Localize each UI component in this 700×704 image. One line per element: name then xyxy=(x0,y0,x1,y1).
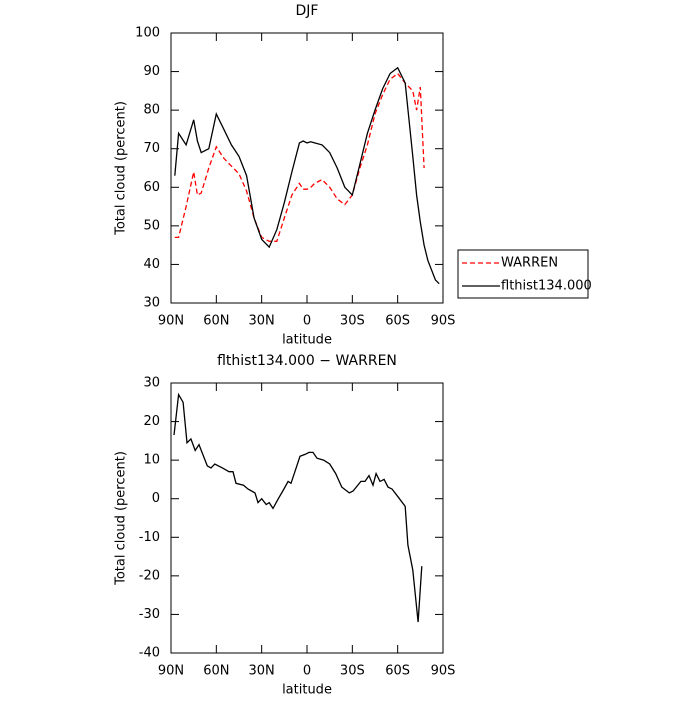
plot-frame xyxy=(170,32,444,304)
y-tick-label: 80 xyxy=(143,103,160,118)
y-tick-label: 90 xyxy=(143,64,160,79)
x-axis-label: latitude xyxy=(282,333,332,348)
chart-title: DJF xyxy=(296,3,319,19)
y-tick-label: 10 xyxy=(143,453,160,468)
y-tick-label: 70 xyxy=(143,141,160,156)
y-tick-label: -30 xyxy=(139,607,160,622)
x-tick-label: 30N xyxy=(249,664,275,679)
x-tick-label: 60N xyxy=(203,314,229,329)
x-tick-label: 60N xyxy=(203,664,229,679)
y-tick-label: 50 xyxy=(143,218,160,233)
legend-label: WARREN xyxy=(501,256,558,271)
chart-title: flthist134.000 − WARREN xyxy=(217,353,397,369)
x-tick-label: 60S xyxy=(385,664,410,679)
x-tick-label: 30N xyxy=(249,314,275,329)
y-tick-label: 0 xyxy=(152,491,160,506)
data-line xyxy=(174,66,440,285)
y-axis-label: Total cloud (percent) xyxy=(114,451,129,586)
x-tick-label: 60S xyxy=(385,314,410,329)
y-axis-label: Total cloud (percent) xyxy=(114,101,129,236)
data-line xyxy=(174,72,425,242)
x-tick-label: 90S xyxy=(431,664,456,679)
x-tick-label: 0 xyxy=(303,314,311,329)
y-tick-label: 60 xyxy=(143,180,160,195)
x-tick-label: 90S xyxy=(431,314,456,329)
y-tick-label: 30 xyxy=(143,376,160,391)
y-tick-label: -20 xyxy=(139,568,160,583)
y-tick-label: 20 xyxy=(143,414,160,429)
x-tick-label: 0 xyxy=(303,664,311,679)
x-tick-label: 90N xyxy=(158,664,184,679)
y-tick-label: 30 xyxy=(143,296,160,311)
x-tick-label: 30S xyxy=(340,314,365,329)
legend-label: flthist134.000 xyxy=(501,279,592,294)
legend-box xyxy=(457,249,589,299)
data-line xyxy=(173,392,423,623)
x-tick-label: 90N xyxy=(158,314,184,329)
y-tick-label: 40 xyxy=(143,257,160,272)
y-tick-label: -40 xyxy=(139,646,160,661)
y-tick-label: -10 xyxy=(139,530,160,545)
y-tick-label: 100 xyxy=(135,26,160,41)
x-tick-label: 30S xyxy=(340,664,365,679)
plot-frame xyxy=(170,382,444,654)
x-axis-label: latitude xyxy=(282,683,332,698)
